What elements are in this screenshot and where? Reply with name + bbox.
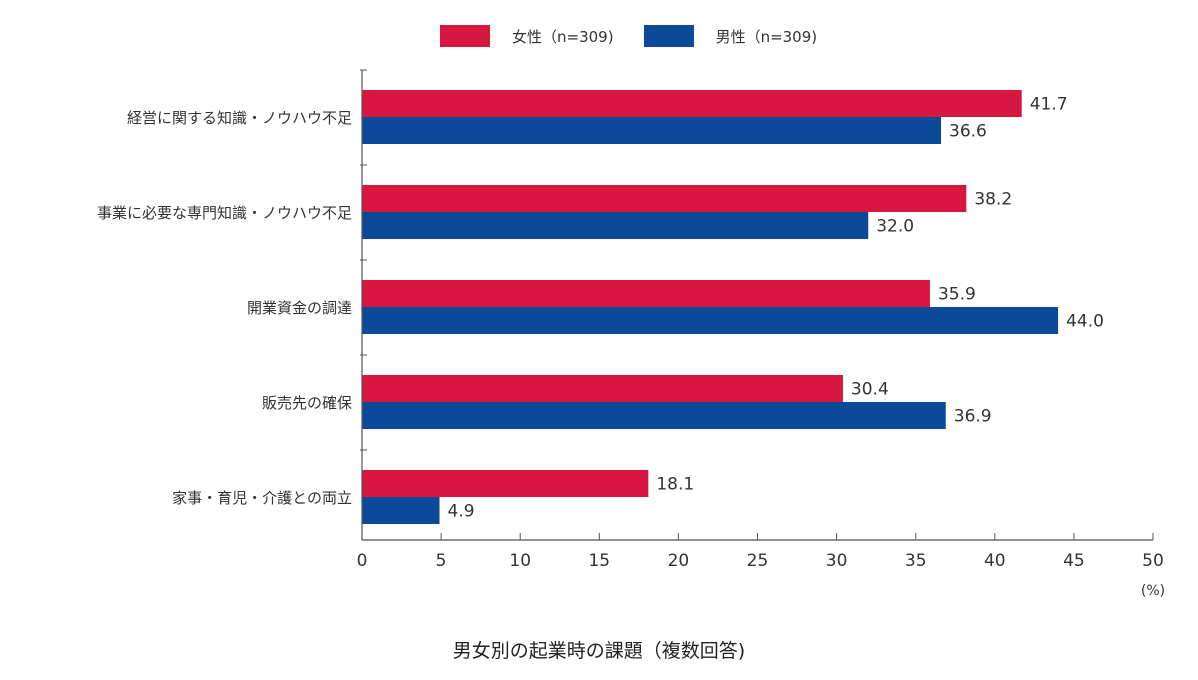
x-tick-label-7: 35 <box>905 551 927 571</box>
data-label-male-1: 32.0 <box>876 217 914 237</box>
x-tick-label-5: 25 <box>747 551 769 571</box>
x-tick-label-8: 40 <box>984 551 1006 571</box>
bar-female-3 <box>362 375 843 402</box>
x-tick-label-10: 50 <box>1142 551 1164 571</box>
bar-female-0 <box>362 90 1022 117</box>
category-label-4: 家事・育児・介護との両立 <box>172 489 352 507</box>
data-label-female-0: 41.7 <box>1030 95 1068 115</box>
x-axis-unit-label: (%) <box>1141 583 1165 599</box>
legend-item-male: 男性（n=309) <box>643 25 818 47</box>
bar-female-1 <box>362 185 967 212</box>
legend-label-male: 男性（n=309) <box>715 27 818 46</box>
bar-male-3 <box>362 402 946 429</box>
data-label-male-2: 44.0 <box>1066 312 1104 332</box>
bar-female-4 <box>362 470 649 497</box>
data-label-female-1: 38.2 <box>974 190 1012 210</box>
data-label-male-3: 36.9 <box>954 407 992 427</box>
category-label-1: 事業に必要な専門知識・ノウハウ不足 <box>97 204 352 222</box>
data-label-female-4: 18.1 <box>656 475 694 495</box>
category-label-2: 開業資金の調達 <box>247 299 352 317</box>
category-label-0: 経営に関する知識・ノウハウ不足 <box>127 109 352 127</box>
bar-male-0 <box>362 117 942 144</box>
chart-title: 男女別の起業時の課題（複数回答) <box>452 640 746 662</box>
legend-item-female: 女性（n=309) <box>440 25 614 47</box>
x-tick-label-6: 30 <box>826 551 848 571</box>
legend-swatch-male <box>643 25 694 47</box>
bar-male-4 <box>362 497 440 524</box>
x-tick-label-1: 5 <box>436 551 447 571</box>
data-label-female-3: 30.4 <box>851 380 889 400</box>
data-label-female-2: 35.9 <box>938 285 976 305</box>
bar-male-1 <box>362 212 869 239</box>
bar-female-2 <box>362 280 930 307</box>
x-tick-label-2: 10 <box>509 551 531 571</box>
data-label-male-4: 4.9 <box>448 502 475 522</box>
legend-swatch-female <box>440 25 490 47</box>
x-tick-label-4: 20 <box>668 551 690 571</box>
legend-label-female: 女性（n=309) <box>512 27 614 46</box>
category-label-3: 販売先の確保 <box>262 394 352 412</box>
x-tick-label-3: 15 <box>588 551 610 571</box>
data-label-male-0: 36.6 <box>949 122 987 142</box>
x-tick-label-0: 0 <box>357 551 368 571</box>
legend: 女性（n=309) 男性（n=309) <box>440 25 847 47</box>
bar-male-2 <box>362 307 1059 334</box>
x-tick-label-9: 45 <box>1063 551 1085 571</box>
